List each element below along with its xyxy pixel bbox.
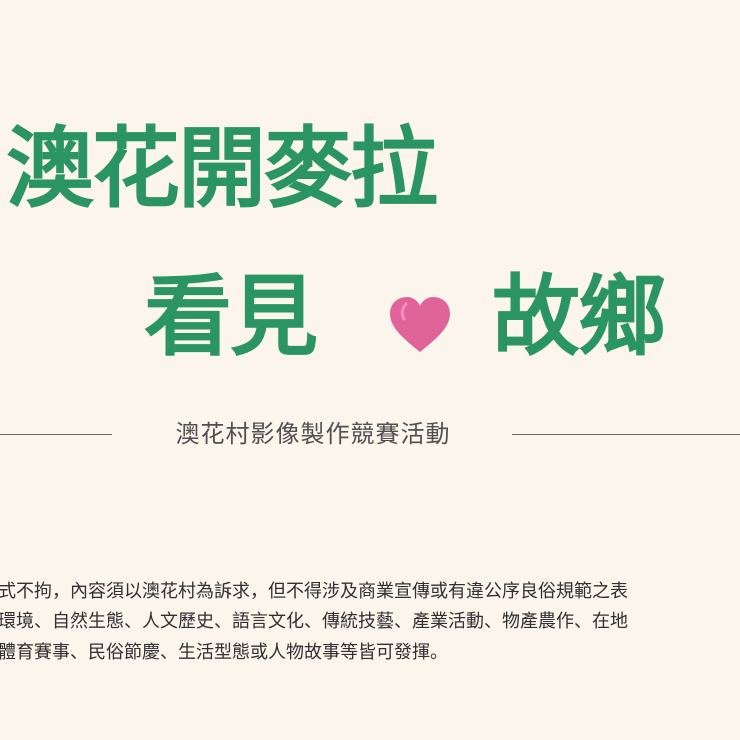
headline-line-2-right: 故鄉 (492, 264, 666, 368)
heart-icon (390, 297, 450, 352)
description-line-2: 環境、自然生態、人文歷史、語言文化、傳統技藝、產業活動、物產農作、在地 (0, 611, 628, 632)
headline-line-2-left: 看見 (144, 264, 318, 368)
divider-left (0, 434, 112, 435)
headline-line-1: 澳花開麥拉 (6, 116, 438, 220)
divider-right (512, 434, 740, 435)
subtitle: 澳花村影像製作競賽活動 (175, 420, 451, 448)
description-line-3: 體育賽事、民俗節慶、生活型態或人物故事等皆可發揮。 (0, 642, 448, 663)
description-line-1: 式不拘，內容須以澳花村為訴求，但不得涉及商業宣傳或有違公序良俗規範之表 (0, 581, 628, 602)
